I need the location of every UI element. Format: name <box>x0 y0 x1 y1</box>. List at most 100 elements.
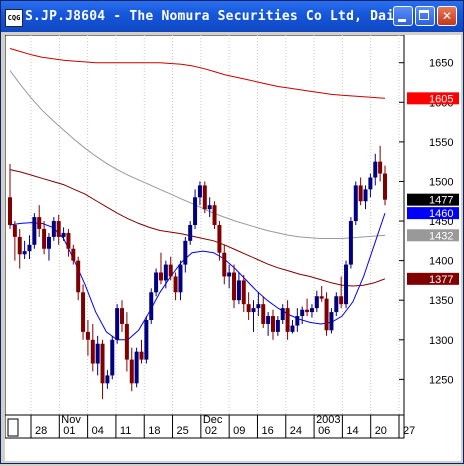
candle-body <box>173 276 178 293</box>
candle-body <box>222 252 227 277</box>
candle-body <box>22 251 27 255</box>
x-tick-label: 20 <box>375 425 387 437</box>
candle-body <box>95 343 100 364</box>
x-tick-label: 16 <box>261 425 273 437</box>
candle-body <box>251 308 256 313</box>
candle-body <box>12 225 17 237</box>
minimize-button[interactable] <box>393 6 413 26</box>
price-tag-bg <box>407 207 459 220</box>
x-tick-label: 04 <box>92 425 104 437</box>
chart-area[interactable]: 1650160015501500145014001350130012502801… <box>4 34 461 461</box>
price-tag-bg <box>407 229 459 242</box>
chart-icon[interactable]: CQG <box>5 9 23 27</box>
x-tick-label: 02 <box>205 425 217 437</box>
candle-body <box>227 272 232 277</box>
candle-body <box>154 272 159 293</box>
plot-frame <box>4 34 405 439</box>
scroll-handle[interactable] <box>7 418 19 437</box>
candle-body <box>120 308 125 324</box>
candle-body <box>193 197 198 225</box>
candle-body <box>144 320 149 360</box>
x-tick-label: 27 <box>403 425 415 437</box>
candle-body <box>266 316 271 324</box>
x-tick-label: 28 <box>35 425 47 437</box>
candle-body <box>353 185 358 222</box>
x-tick-label: 01 <box>63 425 75 437</box>
candle-body <box>56 221 61 237</box>
candle-body <box>105 375 110 384</box>
candle-body <box>212 205 217 225</box>
candle-body <box>295 316 300 326</box>
candle-body <box>241 280 246 305</box>
price-tag-label: 1460 <box>429 208 453 220</box>
candle-body <box>236 280 241 301</box>
candle-body <box>329 312 334 331</box>
title-bar[interactable]: CQG S.JP.J8604 - The Nomura Securities C… <box>1 1 463 32</box>
candle-body <box>207 205 212 210</box>
candle-body <box>314 296 319 309</box>
ma-longest-line <box>9 48 386 99</box>
x-tick-label: 09 <box>233 425 245 437</box>
candle-body <box>300 309 305 317</box>
maximize-icon <box>419 10 429 20</box>
candle-body <box>348 221 353 265</box>
month-label: 2003 <box>316 414 340 426</box>
candle-body <box>383 173 387 200</box>
x-tick-label: 11 <box>120 425 131 437</box>
candle-body <box>368 177 373 190</box>
x-tick-label: 18 <box>148 425 160 437</box>
price-chart: 1650160015501500145014001350130012502801… <box>4 34 459 439</box>
y-tick-label: 1500 <box>429 176 453 188</box>
candle-body <box>305 309 310 313</box>
candle-body <box>110 339 115 376</box>
candle-body <box>115 308 120 340</box>
candle-body <box>197 185 202 198</box>
close-button[interactable]: ✕ <box>437 6 457 26</box>
candle-body <box>344 264 349 305</box>
candle-body <box>188 225 193 241</box>
x-tick-label: 25 <box>177 425 189 437</box>
candle-body <box>27 244 32 252</box>
candle-body <box>61 232 66 237</box>
candle-body <box>319 296 324 299</box>
y-tick-label: 1300 <box>429 335 453 347</box>
candle-body <box>261 304 266 324</box>
candle-body <box>66 232 71 249</box>
price-tag-label: 1377 <box>429 274 453 286</box>
candle-body <box>32 217 37 245</box>
candle-body <box>46 236 51 249</box>
candle-body <box>217 225 222 253</box>
candle-body <box>270 316 275 332</box>
candle-body <box>275 320 280 332</box>
month-label: Dec <box>203 414 223 426</box>
y-tick-label: 1350 <box>429 295 453 307</box>
candle-body <box>246 304 251 313</box>
candle-body <box>280 308 285 320</box>
candle-body <box>129 359 134 384</box>
candle-body <box>256 304 261 309</box>
candle-body <box>17 236 22 255</box>
candle-body <box>76 260 81 293</box>
candle-body <box>178 264 183 293</box>
candle-body <box>139 351 144 360</box>
maximize-button[interactable] <box>415 6 435 26</box>
candle-body <box>90 339 95 364</box>
candle-body <box>100 343 105 384</box>
price-tag-label: 1432 <box>429 230 453 242</box>
ma-mid-line <box>9 169 386 287</box>
y-tick-label: 1400 <box>429 256 453 268</box>
candle-body <box>168 264 173 277</box>
candle-body <box>378 161 383 174</box>
candle-body <box>42 228 47 249</box>
candle-body <box>149 292 154 320</box>
candle-body <box>290 325 295 332</box>
candle-body <box>339 296 344 305</box>
y-tick-label: 1650 <box>429 58 453 70</box>
candle-body <box>285 308 290 332</box>
candle-body <box>363 189 368 202</box>
candle-body <box>81 292 86 332</box>
candle-body <box>373 161 378 178</box>
candle-body <box>163 264 168 281</box>
price-tag-label: 1605 <box>429 93 453 105</box>
